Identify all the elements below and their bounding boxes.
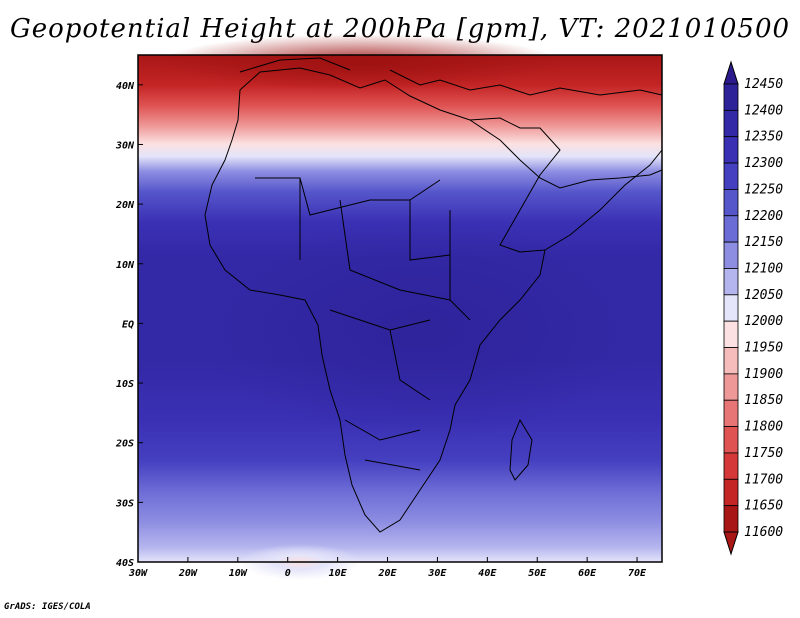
lat-tick-label: 20S <box>115 439 134 450</box>
lon-tick-label: 0 <box>285 568 291 579</box>
lat-tick-label: 10S <box>116 379 134 390</box>
colorbar-label: 12400 <box>744 103 783 118</box>
colorbar-swatch <box>723 426 739 454</box>
colorbar-swatch <box>723 294 739 322</box>
colorbar-label: 11900 <box>744 367 783 382</box>
lat-tick-label: 30S <box>115 498 134 509</box>
colorbar-swatch <box>723 215 739 243</box>
lon-tick-label: 70E <box>628 568 647 579</box>
colorbar-label: 11950 <box>744 341 783 356</box>
colorbar: 12450 12400 12350 12300 12250 12200 12150 12100… <box>723 60 783 556</box>
lon-tick-label: 60E <box>578 568 597 579</box>
lon-tick-label: 50E <box>528 568 547 579</box>
colorbar-label: 11750 <box>744 446 783 461</box>
lon-tick-label: 40E <box>478 568 497 579</box>
colorbar-swatch <box>723 136 739 164</box>
colorbar-label: 11700 <box>744 472 783 487</box>
colorbar-label: 11600 <box>744 525 783 540</box>
colorbar-label: 11850 <box>744 393 783 408</box>
coastlines <box>204 57 663 533</box>
colorbar-label: 12000 <box>744 314 783 329</box>
longitude-axis: 30W 20W 10W 0 10E 20E 30E 40E 50E 60E 70E <box>128 557 647 579</box>
colorbar-swatch <box>723 399 739 427</box>
colorbar-swatch <box>723 109 739 138</box>
latitude-axis: 40N 30N 20N 10N EQ 10S 20S 30S 40S <box>115 81 143 569</box>
colorbar-label: 11800 <box>744 420 783 435</box>
colorbar-label: 12300 <box>744 156 783 171</box>
colorbar-swatch <box>723 189 739 217</box>
colorbar-swatch <box>723 505 739 533</box>
colorbar-label: 12350 <box>744 130 783 145</box>
lon-tick-label: 30E <box>427 568 447 579</box>
lon-tick-label: 20E <box>377 568 397 579</box>
colorbar-label: 12200 <box>744 209 783 224</box>
lon-tick-label: 30W <box>128 568 148 579</box>
colorbar-swatch <box>723 478 739 507</box>
lon-tick-label: 10W <box>229 568 248 579</box>
lat-tick-label: 40N <box>116 81 135 92</box>
map-frame <box>137 54 663 563</box>
credit-label: GrADS: IGES/COLA <box>4 602 91 612</box>
colorbar-top-arrow <box>723 60 739 85</box>
colorbar-label: 12150 <box>744 235 783 250</box>
colorbar-swatch <box>723 373 739 401</box>
lat-tick-label: 10N <box>116 260 135 271</box>
lat-tick-label: 30N <box>115 140 135 151</box>
lon-tick-label: 10E <box>329 568 348 579</box>
colorbar-swatch <box>723 452 739 480</box>
lat-tick-label: 40S <box>116 558 134 569</box>
lon-tick-label: 20W <box>178 568 198 579</box>
colorbar-swatch <box>723 347 739 375</box>
colorbar-label: 12100 <box>744 261 783 276</box>
colorbar-swatch <box>723 83 739 111</box>
colorbar-swatch <box>723 268 739 296</box>
lat-tick-label: EQ <box>122 319 134 330</box>
colorbar-label: 12450 <box>744 77 783 92</box>
colorbar-swatch <box>723 162 739 190</box>
height-field <box>138 34 662 580</box>
colorbar-label: 11650 <box>744 499 783 514</box>
colorbar-bottom-arrow <box>723 531 739 556</box>
colorbar-swatch <box>723 241 739 269</box>
colorbar-label: 12250 <box>744 182 783 197</box>
colorbar-label: 12050 <box>744 288 783 303</box>
lat-tick-label: 20N <box>115 200 135 211</box>
colorbar-swatch <box>723 320 739 348</box>
